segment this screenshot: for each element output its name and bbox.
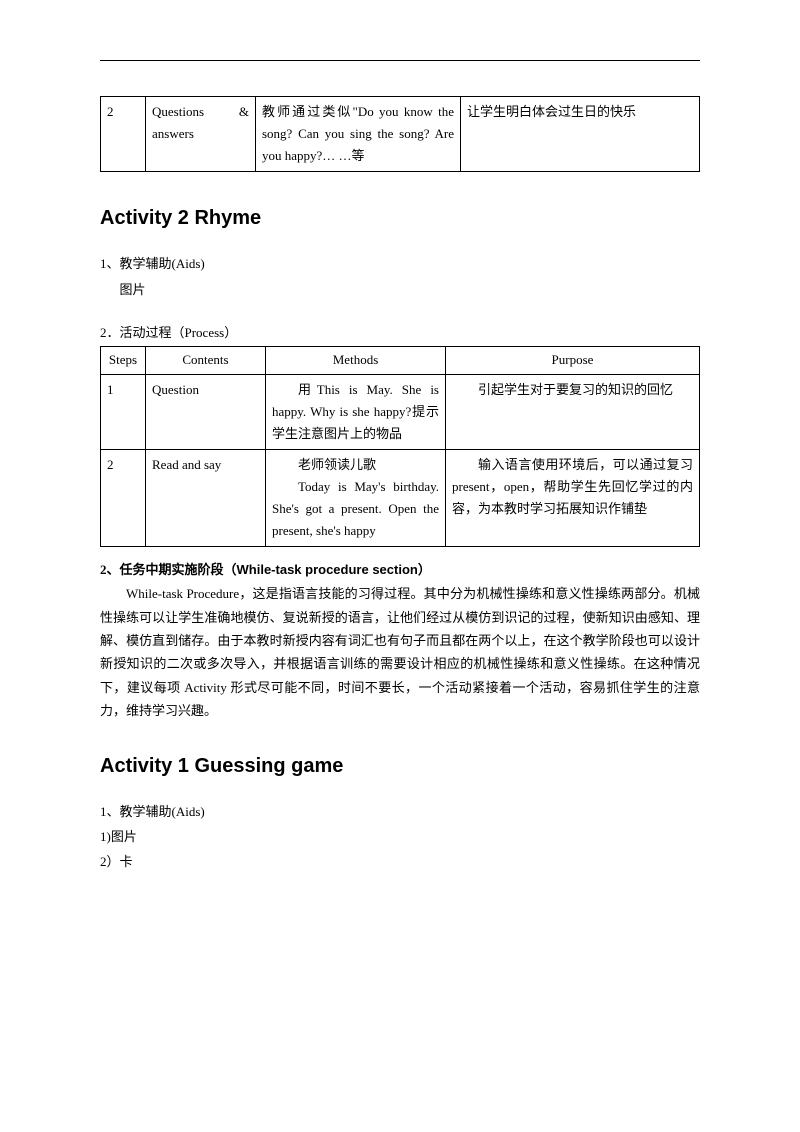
section-2-paragraph: While-task Procedure，这是指语言技能的习得过程。其中分为机械… bbox=[100, 582, 700, 722]
cell-contents: Questions & answers bbox=[146, 97, 256, 172]
header-methods: Methods bbox=[266, 347, 446, 374]
cell-purpose: 输入语言使用环境后，可以通过复习 present，open，帮助学生先回忆学过的… bbox=[446, 449, 700, 546]
table-row: 2 Read and say 老师领读儿歌 Today is May's bir… bbox=[101, 449, 700, 546]
aids-item-2: 2）卡 bbox=[100, 850, 700, 873]
table-header-row: Steps Contents Methods Purpose bbox=[101, 347, 700, 374]
cell-methods: 用This is May. She is happy. Why is she h… bbox=[266, 374, 446, 449]
answers-text: answers bbox=[152, 126, 194, 141]
activity-1-heading: Activity 1 Guessing game bbox=[100, 755, 700, 778]
title-en: While-task procedure section bbox=[237, 562, 418, 577]
methods-line1: 老师领读儿歌 bbox=[272, 454, 439, 476]
header-steps: Steps bbox=[101, 347, 146, 374]
cell-step: 1 bbox=[101, 374, 146, 449]
methods-line2: Today is May's birthday. She's got a pre… bbox=[272, 476, 439, 542]
section-2-title: 2、任务中期实施阶段（While-task procedure section） bbox=[100, 559, 700, 578]
aids-label: 1、教学辅助(Aids) bbox=[100, 252, 700, 275]
cell-methods: 教师通过类似"Do you know the song? Can you sin… bbox=[256, 97, 461, 172]
cell-methods: 老师领读儿歌 Today is May's birthday. She's go… bbox=[266, 449, 446, 546]
header-contents: Contents bbox=[146, 347, 266, 374]
table-row: 2 Questions & answers 教师通过类似"Do you know… bbox=[101, 97, 700, 172]
top-rule bbox=[100, 60, 700, 61]
aids-label-2: 1、教学辅助(Aids) bbox=[100, 800, 700, 823]
table-2: Steps Contents Methods Purpose 1 Questio… bbox=[100, 346, 700, 547]
q-text: Questions bbox=[152, 101, 204, 123]
table-row: 1 Question 用This is May. She is happy. W… bbox=[101, 374, 700, 449]
cell-purpose: 让学生明白体会过生日的快乐 bbox=[461, 97, 700, 172]
cell-contents: Question bbox=[146, 374, 266, 449]
title-cn: 2、任务中期实施阶段（ bbox=[100, 562, 237, 577]
cell-step: 2 bbox=[101, 97, 146, 172]
aids-item-1: 1)图片 bbox=[100, 825, 700, 848]
cell-step: 2 bbox=[101, 449, 146, 546]
process-label: 2．活动过程（Process） bbox=[100, 321, 700, 344]
cell-contents: Read and say bbox=[146, 449, 266, 546]
activity-2-heading: Activity 2 Rhyme bbox=[100, 207, 700, 230]
table-1: 2 Questions & answers 教师通过类似"Do you know… bbox=[100, 96, 700, 172]
cell-purpose: 引起学生对于要复习的知识的回忆 bbox=[446, 374, 700, 449]
amp-text: & bbox=[239, 101, 249, 123]
title-close: ） bbox=[418, 562, 431, 577]
header-purpose: Purpose bbox=[446, 347, 700, 374]
aids-item: 图片 bbox=[100, 278, 700, 301]
